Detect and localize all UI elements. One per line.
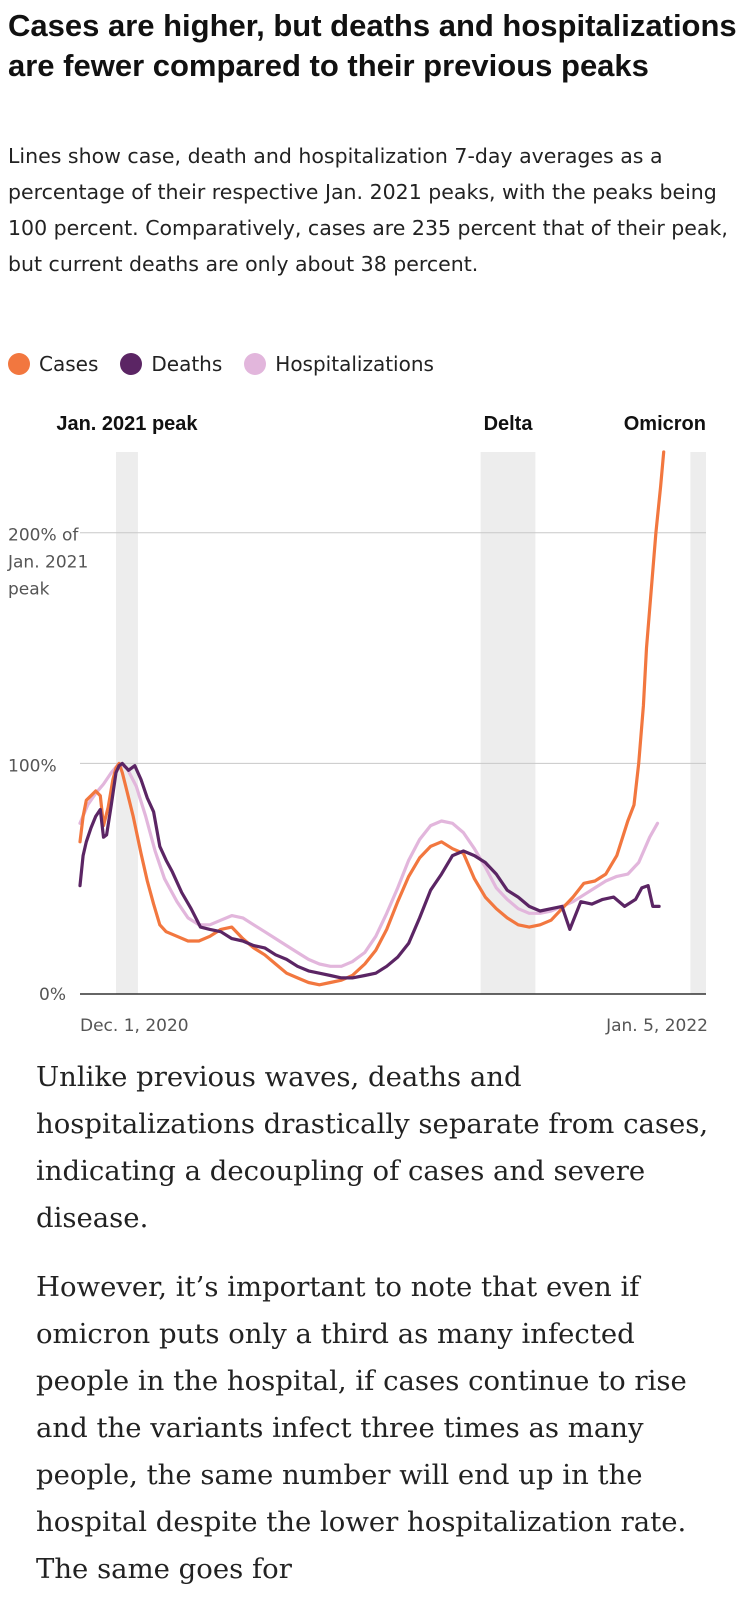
y-tick-label: 100% [8, 756, 57, 776]
period-label: Delta [484, 413, 534, 435]
period-label: Omicron [624, 413, 706, 435]
legend-item-hospitalizations: Hospitalizations [244, 352, 434, 376]
y-tick-label: 0% [39, 985, 66, 1005]
period-label: Jan. 2021 peak [56, 413, 198, 435]
legend-dot-hospitalizations [244, 353, 267, 375]
x-tick-label-end: Jan. 5, 2022 [605, 1016, 708, 1036]
chart-subtitle: Lines show case, death and hospitalizati… [8, 144, 728, 276]
article-paragraph: However, it’s important to note that eve… [36, 1271, 687, 1585]
legend-dot-cases [8, 353, 30, 375]
legend: Cases Deaths Hospitalizations [8, 348, 456, 380]
series-line-cases [78, 450, 666, 987]
legend-dot-deaths [120, 353, 143, 375]
shaded-period-2 [690, 452, 706, 994]
x-tick-label-start: Dec. 1, 2020 [80, 1016, 189, 1036]
legend-label-deaths: Deaths [151, 352, 223, 376]
shaded-period-0 [115, 452, 138, 994]
legend-item-deaths: Deaths [120, 352, 222, 376]
article-paragraph: Unlike previous waves, deaths and hospit… [36, 1061, 709, 1234]
line-chart: Jan. 2021 peak Delta Omicron 0% 100% 200% of J… [7, 413, 708, 1036]
y-tick-label: 200% of Jan. 2021 peak [7, 526, 88, 600]
chart-title: Cases are higher, but deaths and hospita… [8, 8, 737, 83]
legend-label-cases: Cases [39, 352, 99, 376]
series-line-hospitalizations [78, 761, 660, 968]
legend-item-cases: Cases [8, 352, 98, 376]
series-line-deaths [78, 761, 661, 980]
legend-label-hospitalizations: Hospitalizations [275, 352, 434, 376]
article-body: Unlike previous waves, deaths and hospit… [36, 1054, 726, 1615]
